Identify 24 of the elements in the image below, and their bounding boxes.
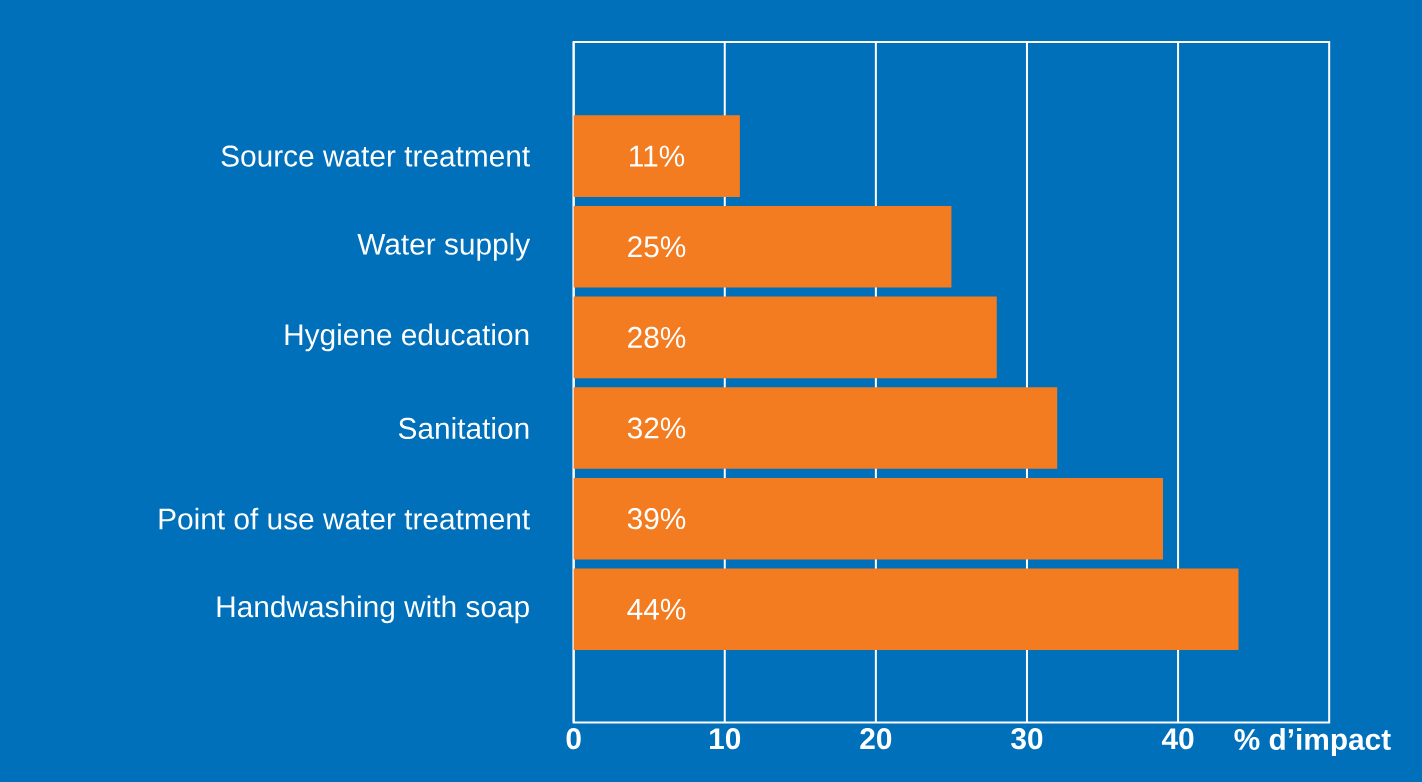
bar bbox=[573, 477, 1163, 560]
data-label: 44% bbox=[627, 598, 686, 620]
y-tick-label: Point of use water treatment bbox=[159, 507, 530, 530]
bar bbox=[573, 205, 952, 288]
x-tick-label: 10 bbox=[710, 727, 741, 749]
y-tick-label: Source water treatment bbox=[221, 145, 530, 167]
bar bbox=[573, 568, 1239, 650]
x-tick-label: 30 bbox=[1011, 727, 1043, 750]
data-label: 39% bbox=[627, 507, 686, 529]
data-label: 28% bbox=[628, 326, 686, 348]
data-label: 11% bbox=[630, 145, 685, 167]
x-tick-label: 20 bbox=[860, 727, 892, 749]
data-label: 25% bbox=[628, 235, 686, 258]
y-tick-label: Handwashing with soap bbox=[217, 595, 529, 623]
bar bbox=[573, 115, 740, 197]
y-tick-label: Sanitation bbox=[398, 416, 529, 439]
bar bbox=[573, 387, 1058, 469]
x-tick-label: 40 bbox=[1161, 727, 1194, 749]
data-label: 32% bbox=[627, 417, 686, 439]
y-tick-label: Water supply bbox=[357, 232, 531, 261]
x-tick-label: 0 bbox=[566, 727, 581, 749]
x-axis-title: % d’impact bbox=[1234, 727, 1391, 756]
bar bbox=[573, 296, 997, 378]
y-tick-label: Hygiene education bbox=[285, 323, 529, 352]
